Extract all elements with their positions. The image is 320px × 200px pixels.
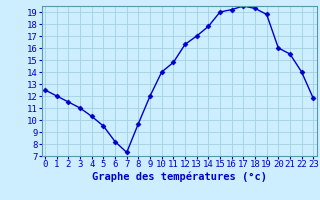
- X-axis label: Graphe des températures (°c): Graphe des températures (°c): [92, 172, 267, 182]
